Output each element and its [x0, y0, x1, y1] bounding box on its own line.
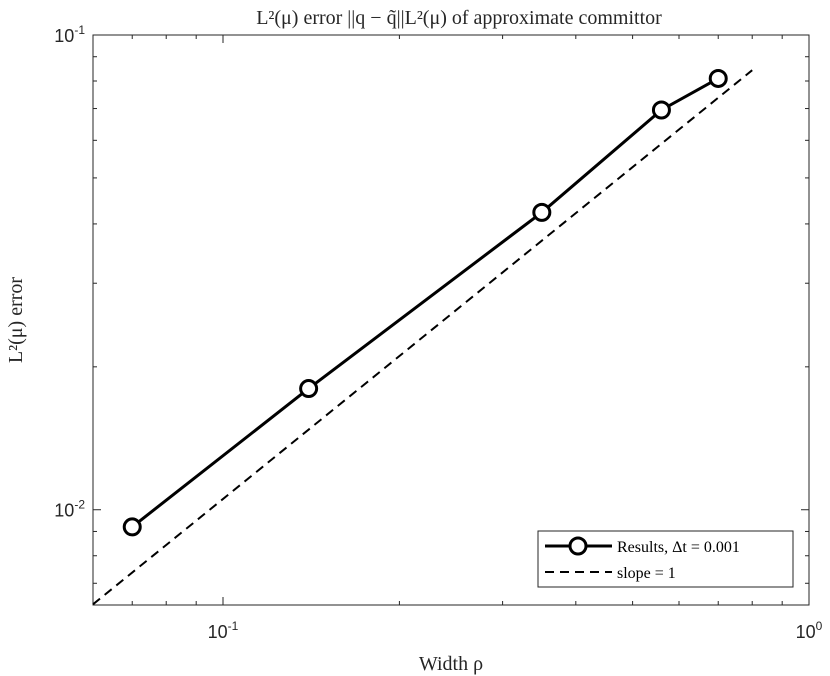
legend: Results, Δt = 0.001 slope = 1 [537, 530, 794, 588]
x-tick-label: 10-1 [208, 619, 239, 642]
series-results-point [651, 100, 671, 120]
series-results-point [299, 379, 319, 399]
series-results-point [122, 517, 142, 537]
series-layer [92, 68, 753, 606]
plot-area [92, 34, 810, 606]
chart-title: L²(μ) error ||q − q̃||L²(μ) of approxima… [256, 7, 662, 29]
y-tick-label: 10-1 [54, 23, 85, 46]
legend-results-label: Results, Δt = 0.001 [617, 539, 740, 556]
legend-slope-label: slope = 1 [617, 565, 676, 582]
y-tick-label: 10-2 [54, 498, 85, 521]
y-axis-label: L²(μ) error [5, 277, 27, 363]
x-axis-label: Width ρ [419, 653, 483, 675]
axis-ticks [92, 34, 810, 605]
x-tick-label: 100 [796, 619, 823, 642]
series-results-point [532, 202, 552, 222]
y-tick-labels: 10-2 10-1 [54, 23, 85, 521]
legend-results-marker [568, 536, 588, 556]
series-results-point [708, 68, 728, 88]
x-tick-labels: 10-1 100 [208, 619, 823, 642]
series-slope-line [92, 69, 753, 606]
